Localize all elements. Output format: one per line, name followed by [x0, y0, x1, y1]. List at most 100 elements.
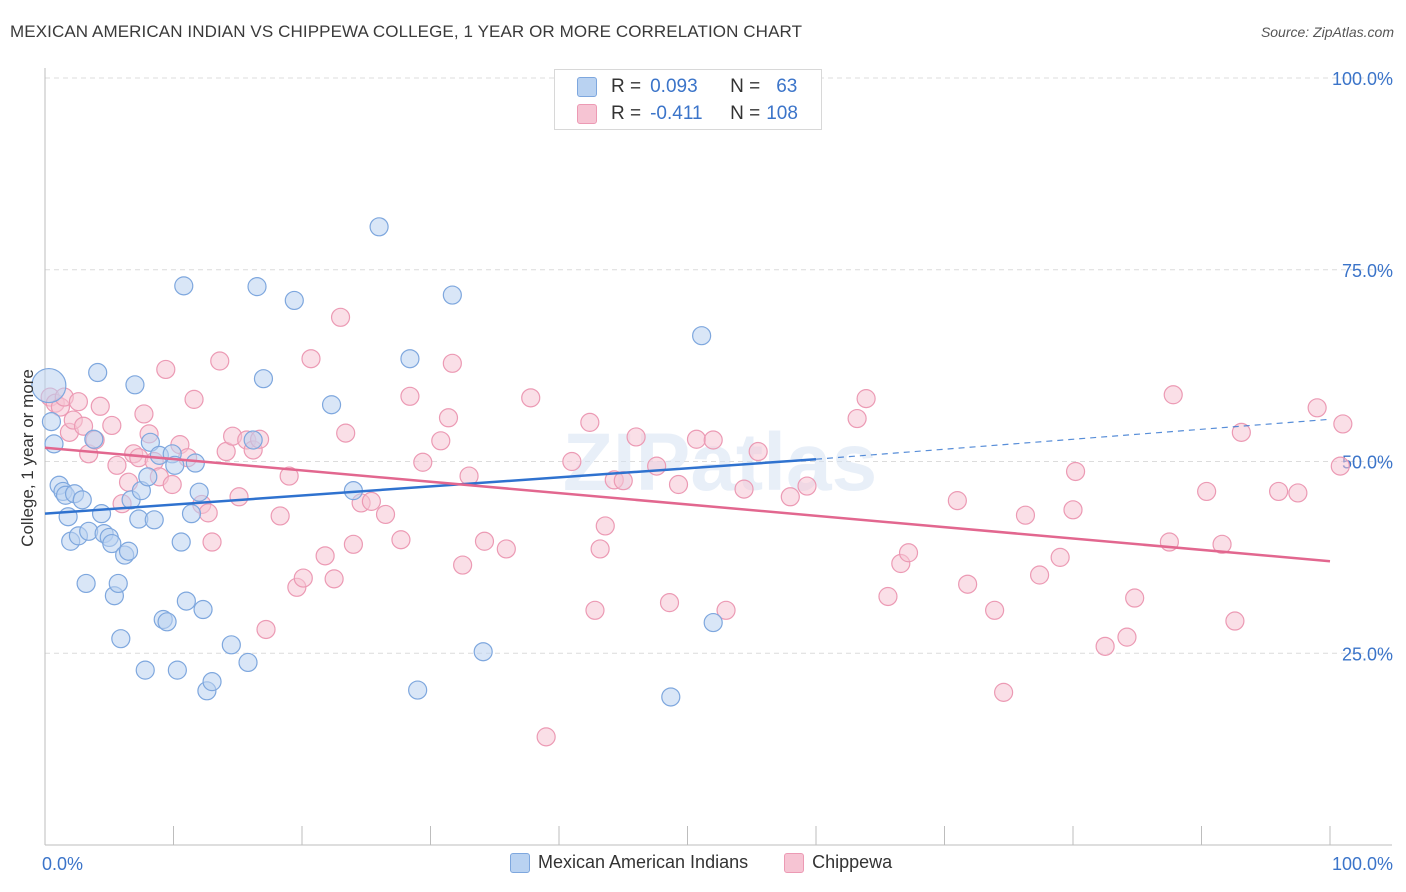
pink-point — [1212, 534, 1232, 554]
x-tick-label-max: 100.0% — [1332, 854, 1393, 874]
blue-point — [102, 533, 122, 554]
pink-point — [1333, 414, 1353, 434]
pink-point — [343, 534, 363, 554]
source-note: Source: ZipAtlas.com — [1260, 24, 1394, 40]
blue-trend-line — [44, 457, 817, 515]
chart-title: MEXICAN AMERICAN INDIAN VS CHIPPEWA COLL… — [10, 22, 803, 41]
pink-point — [256, 619, 276, 640]
pink-point — [391, 530, 411, 550]
blue-point — [202, 672, 222, 692]
pink-point — [413, 452, 433, 472]
blue-point — [369, 217, 389, 237]
pink-point — [780, 487, 800, 507]
pink-point — [361, 491, 381, 511]
blue-point — [253, 369, 274, 389]
pink-r-value: -0.411 — [650, 103, 703, 124]
pink-point — [716, 600, 736, 620]
blue-point — [181, 504, 202, 524]
blue-point — [76, 573, 96, 594]
stats-row-pink: R = -0.411 N = 108 — [577, 100, 798, 128]
pink-point — [453, 555, 473, 575]
y-tick-label-25: 25.0% — [1342, 644, 1393, 664]
pink-point — [1029, 565, 1050, 585]
blue-r-value: 0.093 — [650, 76, 698, 97]
blue-point — [135, 660, 155, 680]
pink-point — [1065, 461, 1086, 482]
legend-label-blue: Mexican American Indians — [538, 852, 749, 872]
pink-point — [400, 386, 420, 406]
blue-point — [692, 326, 712, 346]
y-tick-labels: 25.0% 50.0% 75.0% 100.0% — [1332, 69, 1393, 664]
r-label: R = — [611, 76, 642, 97]
y-axis-label: College, 1 year or more — [18, 369, 37, 547]
pink-point — [90, 396, 110, 416]
blue-point — [118, 541, 139, 561]
legend: Mexican American Indians Chippewa — [510, 852, 914, 873]
pink-point — [315, 546, 335, 566]
blue-point — [167, 660, 187, 680]
pink-point — [330, 307, 351, 327]
blue-point — [157, 612, 177, 632]
y-tick-label-75: 75.0% — [1342, 261, 1393, 281]
pink-point — [748, 441, 768, 462]
blue-point — [189, 482, 209, 502]
pink-point — [336, 423, 356, 443]
blue-point — [321, 395, 342, 415]
blue-point — [108, 573, 128, 594]
x-tick-label-min: 0.0% — [42, 854, 83, 874]
pink-point — [668, 474, 689, 495]
axes — [44, 68, 1392, 846]
pink-point — [107, 455, 127, 475]
blue-legend-swatch-icon — [510, 852, 530, 873]
pink-point — [595, 516, 615, 536]
pink-point — [293, 568, 313, 588]
blue-swatch-icon — [577, 77, 597, 97]
blue-point — [221, 635, 241, 655]
chippewa-points — [40, 307, 1353, 747]
pink-point — [590, 539, 610, 559]
pink-point — [1117, 627, 1137, 647]
pink-point — [734, 479, 754, 499]
mexican-american-indians-points — [31, 217, 723, 707]
pink-point — [1330, 456, 1350, 476]
blue-trend-extension — [815, 418, 1331, 460]
pink-point — [1268, 481, 1289, 502]
pink-point — [659, 593, 680, 613]
watermark: ZIPatlas — [563, 417, 877, 508]
pink-point — [898, 543, 919, 563]
pink-swatch-icon — [577, 104, 597, 124]
blue-point — [473, 642, 493, 662]
legend-item-mexican-american-indians[interactable]: Mexican American Indians — [510, 852, 748, 873]
n-label: N = — [730, 76, 761, 97]
pink-point — [847, 408, 867, 429]
pink-trend-line — [44, 446, 1331, 563]
blue-point — [247, 277, 267, 297]
pink-point — [184, 389, 204, 409]
blue-point — [144, 510, 164, 530]
stats-legend-box: R = 0.093 N = 63 R = -0.411 N = 108 — [554, 69, 822, 130]
pink-legend-swatch-icon — [784, 852, 805, 873]
blue-point — [138, 467, 158, 487]
pink-point — [1163, 385, 1183, 405]
legend-label-pink: Chippewa — [812, 852, 893, 872]
pink-point — [102, 415, 122, 436]
blue-point — [84, 429, 104, 449]
pink-point — [703, 430, 723, 450]
pink-point — [856, 389, 876, 409]
pink-point — [562, 451, 582, 472]
pink-point — [496, 539, 516, 559]
pink-point — [162, 474, 182, 495]
legend-item-chippewa[interactable]: Chippewa — [784, 852, 892, 873]
stats-row-blue: R = 0.093 N = 63 — [577, 73, 797, 101]
trend-lines — [44, 418, 1331, 563]
pink-point — [202, 532, 222, 552]
blue-point — [400, 349, 420, 369]
pink-point — [375, 504, 396, 525]
pink-point — [521, 388, 541, 408]
blue-point — [165, 455, 185, 475]
pink-n-value: 108 — [766, 103, 798, 124]
pink-point — [431, 431, 451, 451]
blue-point — [31, 367, 67, 404]
blue-point — [442, 285, 462, 305]
